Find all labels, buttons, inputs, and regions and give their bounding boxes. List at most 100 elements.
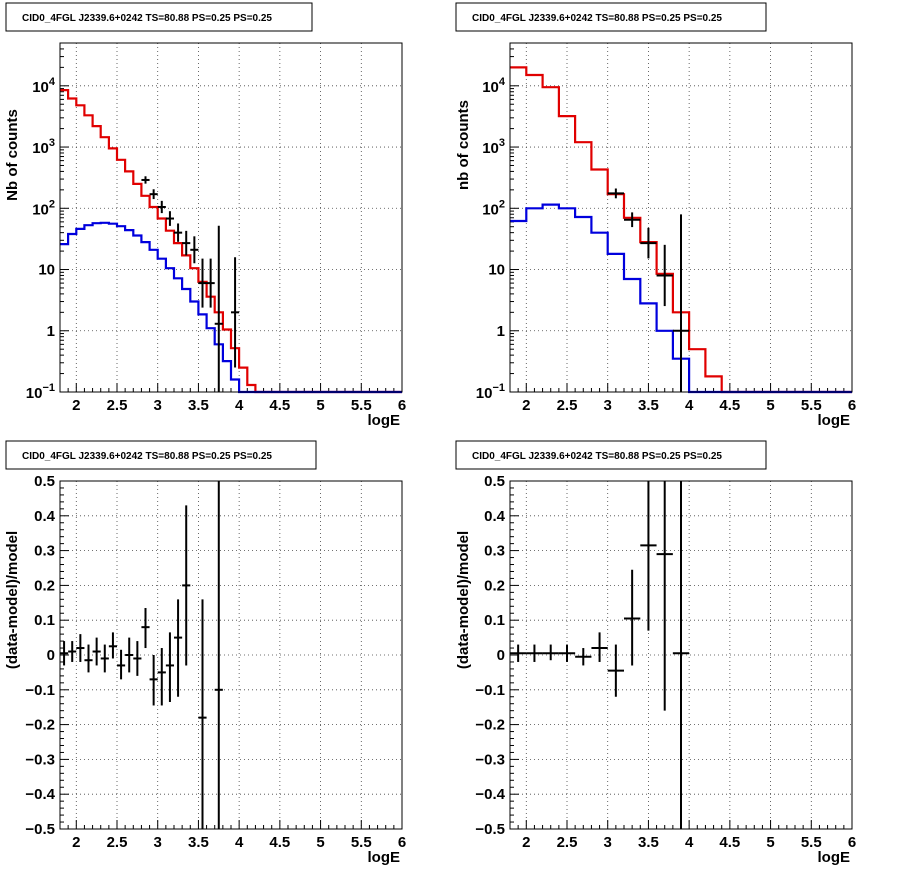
y-tick-label: 0.4 — [34, 508, 56, 525]
title-box — [455, 2, 767, 32]
x-tick-label: 3 — [154, 834, 162, 851]
y-tick-label: −0.2 — [25, 717, 55, 734]
y-axis-title: nb of counts — [455, 100, 472, 190]
y-tick-label: 102 — [32, 198, 55, 218]
data-points — [510, 481, 690, 829]
x-tick-label: 5.5 — [801, 834, 822, 851]
panel-counts-left: CID0_4FGL J2339.6+0242 TS=80.88 PS=0.25 … — [4, 2, 406, 429]
y-tick-label: −0.2 — [475, 717, 505, 734]
panel-counts-right: CID0_4FGL J2339.6+0242 TS=80.88 PS=0.25 … — [455, 2, 856, 429]
y-axis-title: (data-model)/model — [4, 531, 21, 669]
y-tick-base: 10 — [32, 79, 49, 96]
y-tick-exponent: 4 — [49, 76, 56, 88]
x-tick-label: 3 — [154, 397, 162, 414]
y-tick-label: 10 — [38, 262, 55, 279]
x-tick-label: 2 — [72, 834, 80, 851]
chart-title: CID0_4FGL J2339.6+0242 TS=80.88 PS=0.25 … — [22, 13, 272, 24]
x-tick-label: 4 — [235, 834, 244, 851]
y-tick-exponent: 4 — [499, 76, 506, 88]
x-tick-label: 4.5 — [269, 397, 290, 414]
title-box — [5, 2, 313, 32]
plot-frame — [509, 42, 853, 393]
y-tick-exponent: −1 — [42, 382, 55, 394]
x-tick-label: 4 — [685, 834, 694, 851]
y-tick-exponent: −1 — [492, 382, 505, 394]
x-tick-label: 6 — [848, 834, 856, 851]
y-tick-label: 10 — [488, 262, 505, 279]
y-tick-label: 10−1 — [476, 382, 505, 402]
y-tick-exponent: 3 — [49, 137, 55, 149]
x-tick-label: 4.5 — [719, 834, 740, 851]
x-tick-label: 5.5 — [801, 397, 822, 414]
y-tick-label: 102 — [482, 198, 505, 218]
model-source-curve — [60, 221, 402, 394]
x-tick-label: 4 — [685, 397, 694, 414]
y-tick-label: −0.4 — [475, 786, 505, 803]
model-total-curve — [60, 89, 402, 394]
x-tick-label: 4 — [235, 397, 244, 414]
x-axis-title: logE — [368, 412, 401, 429]
plot-frame — [509, 480, 853, 830]
y-tick-exponent: 2 — [499, 198, 505, 210]
x-tick-label: 2 — [72, 397, 80, 414]
chart-title: CID0_4FGL J2339.6+0242 TS=80.88 PS=0.25 … — [472, 451, 722, 462]
panel-residuals-left: CID0_4FGL J2339.6+0242 TS=80.88 PS=0.25 … — [4, 440, 406, 866]
y-tick-label: 103 — [482, 137, 505, 157]
x-tick-label: 6 — [398, 834, 406, 851]
y-tick-label: −0.1 — [25, 682, 55, 699]
x-tick-label: 4.5 — [269, 834, 290, 851]
y-tick-label: 0.2 — [484, 577, 505, 594]
y-tick-label: −0.3 — [25, 751, 55, 768]
chart-title: CID0_4FGL J2339.6+0242 TS=80.88 PS=0.25 … — [22, 451, 272, 462]
plot-frame — [59, 42, 403, 393]
panel-residuals-right: CID0_4FGL J2339.6+0242 TS=80.88 PS=0.25 … — [455, 440, 856, 866]
y-tick-label: −0.5 — [475, 821, 505, 838]
x-tick-label: 5 — [316, 834, 324, 851]
y-tick-label: 0 — [497, 647, 505, 664]
title-box — [5, 440, 317, 470]
y-tick-base: 10 — [482, 140, 499, 157]
y-tick-label: −0.4 — [25, 786, 55, 803]
plot-frame — [59, 480, 403, 830]
y-tick-label: 104 — [482, 76, 506, 96]
x-tick-label: 2 — [522, 397, 530, 414]
data-points — [607, 188, 690, 392]
data-points — [141, 176, 240, 392]
y-tick-label: 1 — [497, 323, 505, 340]
y-tick-base: 10 — [26, 385, 43, 402]
y-tick-label: 103 — [32, 137, 55, 157]
x-axis-title: logE — [368, 849, 401, 866]
x-tick-label: 2.5 — [557, 397, 578, 414]
y-tick-base: 10 — [32, 201, 49, 218]
y-tick-exponent: 2 — [49, 198, 55, 210]
x-axis-title: logE — [818, 412, 851, 429]
x-axis-title: logE — [818, 849, 851, 866]
y-tick-label: 0.3 — [484, 543, 505, 560]
x-tick-label: 6 — [398, 397, 406, 414]
x-tick-label: 3.5 — [188, 397, 209, 414]
y-tick-label: 0 — [47, 647, 55, 664]
y-tick-base: 10 — [32, 140, 49, 157]
x-tick-label: 3 — [604, 397, 612, 414]
x-tick-label: 2.5 — [107, 397, 128, 414]
y-tick-base: 10 — [482, 79, 499, 96]
x-tick-label: 3 — [604, 834, 612, 851]
x-tick-label: 4.5 — [719, 397, 740, 414]
x-tick-label: 5 — [766, 397, 774, 414]
x-tick-label: 2.5 — [107, 834, 128, 851]
y-tick-label: 1 — [47, 323, 55, 340]
y-tick-label: −0.3 — [475, 751, 505, 768]
y-tick-label: −0.5 — [25, 821, 55, 838]
x-tick-label: 3.5 — [638, 834, 659, 851]
x-tick-label: 5.5 — [351, 834, 372, 851]
y-tick-label: 0.5 — [484, 473, 505, 490]
x-tick-label: 5 — [766, 834, 774, 851]
y-tick-label: 104 — [32, 76, 56, 96]
y-tick-label: 0.5 — [34, 473, 55, 490]
x-tick-label: 2 — [522, 834, 530, 851]
x-tick-label: 5 — [316, 397, 324, 414]
y-tick-base: 10 — [482, 201, 499, 218]
x-tick-label: 3.5 — [638, 397, 659, 414]
chart-title: CID0_4FGL J2339.6+0242 TS=80.88 PS=0.25 … — [472, 13, 722, 24]
y-tick-label: −0.1 — [475, 682, 505, 699]
